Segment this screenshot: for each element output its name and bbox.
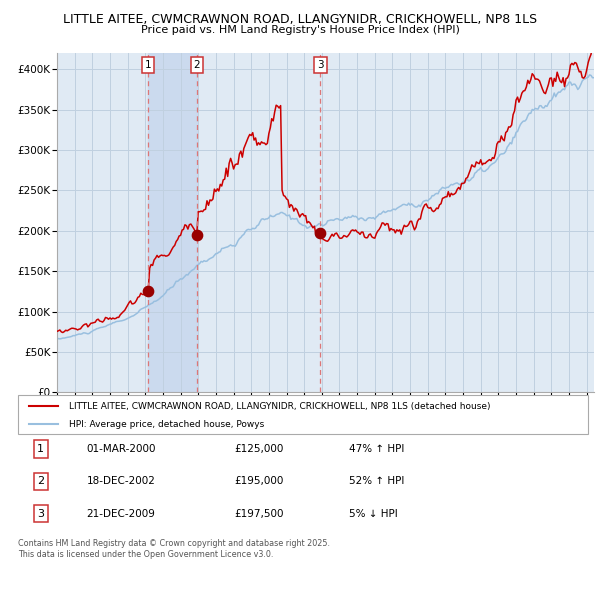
Text: 5% ↓ HPI: 5% ↓ HPI bbox=[349, 509, 397, 519]
Point bbox=[316, 228, 325, 238]
FancyBboxPatch shape bbox=[18, 395, 588, 434]
Text: 18-DEC-2002: 18-DEC-2002 bbox=[86, 477, 155, 486]
Text: £197,500: £197,500 bbox=[235, 509, 284, 519]
Text: 3: 3 bbox=[317, 60, 323, 70]
Text: Price paid vs. HM Land Registry's House Price Index (HPI): Price paid vs. HM Land Registry's House … bbox=[140, 25, 460, 35]
Text: 01-MAR-2000: 01-MAR-2000 bbox=[86, 444, 156, 454]
Text: 1: 1 bbox=[145, 60, 151, 70]
Text: 21-DEC-2009: 21-DEC-2009 bbox=[86, 509, 155, 519]
Text: 2: 2 bbox=[193, 60, 200, 70]
Point bbox=[143, 287, 153, 296]
Text: 2: 2 bbox=[37, 477, 44, 486]
Point bbox=[192, 230, 202, 240]
Text: HPI: Average price, detached house, Powys: HPI: Average price, detached house, Powy… bbox=[70, 419, 265, 428]
Text: LITTLE AITEE, CWMCRAWNON ROAD, LLANGYNIDR, CRICKHOWELL, NP8 1LS (detached house): LITTLE AITEE, CWMCRAWNON ROAD, LLANGYNID… bbox=[70, 402, 491, 411]
Text: 52% ↑ HPI: 52% ↑ HPI bbox=[349, 477, 404, 486]
Text: 3: 3 bbox=[37, 509, 44, 519]
Text: 47% ↑ HPI: 47% ↑ HPI bbox=[349, 444, 404, 454]
Text: £195,000: £195,000 bbox=[235, 477, 284, 486]
Text: LITTLE AITEE, CWMCRAWNON ROAD, LLANGYNIDR, CRICKHOWELL, NP8 1LS: LITTLE AITEE, CWMCRAWNON ROAD, LLANGYNID… bbox=[63, 13, 537, 26]
Text: Contains HM Land Registry data © Crown copyright and database right 2025.
This d: Contains HM Land Registry data © Crown c… bbox=[18, 539, 330, 559]
Text: £125,000: £125,000 bbox=[235, 444, 284, 454]
Text: 1: 1 bbox=[37, 444, 44, 454]
Bar bbox=[148, 53, 197, 392]
